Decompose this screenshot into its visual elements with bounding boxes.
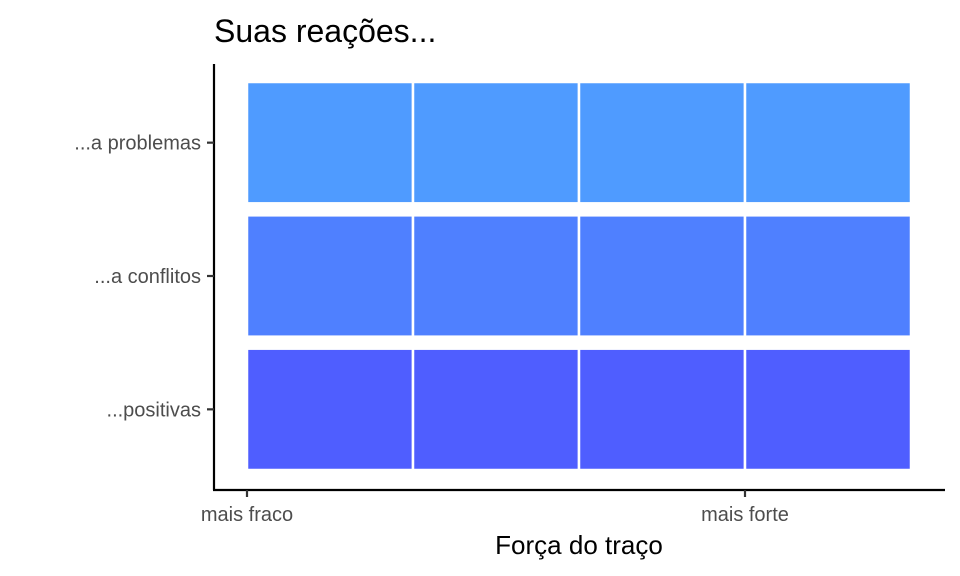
tile-row-2-col-1 bbox=[245, 214, 415, 338]
heatmap-tiles bbox=[245, 80, 913, 472]
x-tick-label-2: mais forte bbox=[701, 504, 789, 526]
tile-row-1-col-2 bbox=[411, 80, 581, 205]
tile-row-2-col-3 bbox=[577, 214, 747, 338]
tile-row-2-col-4 bbox=[743, 214, 913, 338]
tile-row-2-col-2 bbox=[411, 214, 581, 338]
tile-row-3-col-3 bbox=[577, 347, 747, 472]
y-axis-ticks: ...a problemas ...a conflitos ...positivas bbox=[74, 133, 214, 421]
tile-row-3-col-4 bbox=[743, 347, 913, 472]
x-axis-title: Força do traço bbox=[495, 530, 663, 560]
y-tick-label-2: ...a conflitos bbox=[94, 266, 201, 288]
x-tick-label-1: mais fraco bbox=[201, 504, 293, 526]
x-axis-ticks: mais fraco mais forte bbox=[201, 490, 789, 526]
tile-row-3-col-2 bbox=[411, 347, 581, 472]
tile-row-1-col-3 bbox=[577, 80, 747, 205]
tile-row-3-col-1 bbox=[245, 347, 415, 472]
chart-title: Suas reações... bbox=[214, 13, 436, 49]
y-tick-label-1: ...a problemas bbox=[74, 133, 201, 155]
y-tick-label-3: ...positivas bbox=[107, 399, 201, 421]
tile-row-1-col-1 bbox=[245, 80, 415, 205]
tile-row-1-col-4 bbox=[743, 80, 913, 205]
